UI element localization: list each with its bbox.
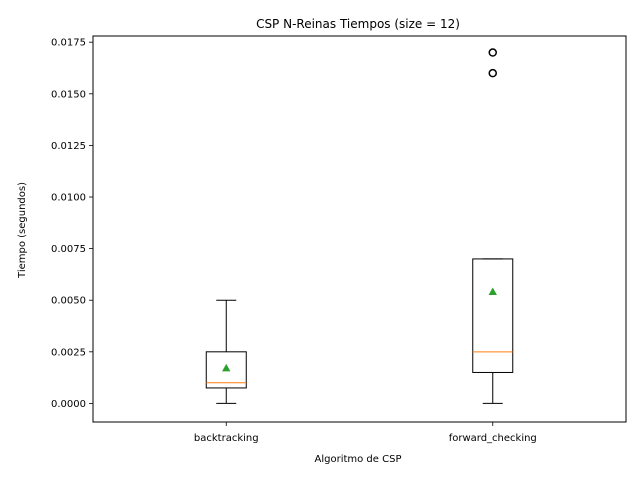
box-iqr <box>205 351 247 389</box>
y-tick-label: 0.0100 <box>51 193 86 204</box>
y-tick-label: 0.0150 <box>51 89 86 100</box>
box-iqr <box>472 258 514 373</box>
box-group-forward_checking <box>472 48 514 404</box>
y-tick-label: 0.0050 <box>51 296 86 307</box>
x-tick-label: backtracking <box>194 433 259 444</box>
x-axis: backtracking forward_checking <box>194 422 537 444</box>
y-tick-label: 0.0125 <box>51 141 86 152</box>
y-tick-label: 0.0175 <box>51 38 86 49</box>
outlier-point <box>488 48 497 57</box>
x-axis-label: Algoritmo de CSP <box>315 454 402 465</box>
y-axis-label: Tiempo (segundos) <box>17 182 28 279</box>
y-axis: 0.0000 0.0025 0.0050 0.0075 0.0100 0.0125 0.01… <box>51 38 93 410</box>
outlier-point <box>488 68 497 78</box>
mean-marker <box>222 363 231 372</box>
plot-area <box>92 35 627 423</box>
y-tick-label: 0.0075 <box>51 244 86 255</box>
box-group-backtracking <box>205 299 247 404</box>
chart-title: CSP N-Reinas Tiempos (size = 12) <box>256 17 460 31</box>
x-tick-label: forward_checking <box>449 433 537 444</box>
y-tick-label: 0.0025 <box>51 347 86 358</box>
mean-marker <box>488 287 497 295</box>
y-tick-label: 0.0000 <box>51 399 86 410</box>
plot-frame <box>92 35 627 423</box>
